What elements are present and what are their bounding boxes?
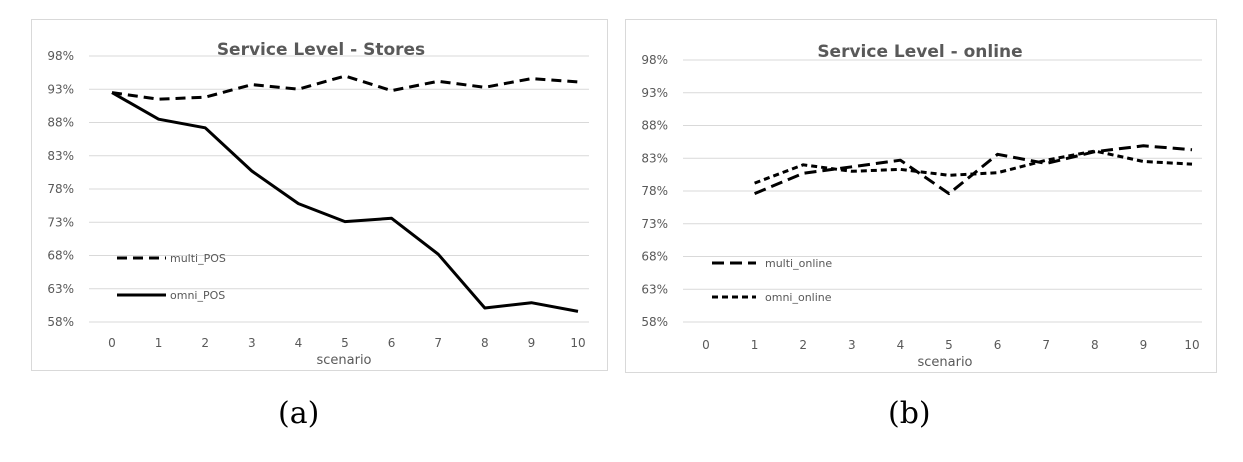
series-line-omni_online [754,149,1193,185]
x-tick-label: 6 [388,336,396,350]
y-tick-label: 58% [641,315,668,329]
y-tick-label: 83% [47,149,74,163]
x-axis-label: scenario [917,355,972,370]
y-tick-label: 93% [641,86,668,100]
series-line-multi_online [754,144,1193,196]
y-tick-label: 58% [47,315,74,329]
y-tick-label: 63% [47,282,74,296]
x-tick-label: 8 [1091,338,1099,352]
x-tick-label: 6 [994,338,1002,352]
x-tick-label: 3 [848,338,856,352]
y-tick-label: 63% [641,282,668,296]
chart-panel-online: Service Level - online 58% 63% 68% 73% 78% 83… [625,19,1217,373]
x-tick-label: 5 [945,338,953,352]
y-tick-label: 93% [47,82,74,96]
x-tick-label: 10 [570,336,585,350]
y-tick-label: 68% [47,249,74,263]
series-line-multi_POS [111,74,579,101]
series-line-omni_POS [111,91,579,313]
x-tick-label: 2 [799,338,807,352]
caption-a: (a) [278,396,320,431]
y-tick-label: 73% [47,215,74,229]
x-tick-label: 4 [295,336,303,350]
y-tick-label: 98% [47,49,74,63]
chart-title: Service Level - Stores [217,40,425,60]
y-tick-label: 73% [641,217,668,231]
x-tick-label: 8 [481,336,489,350]
legend-label: omni_POS [170,289,225,302]
y-tick-label: 83% [641,151,668,165]
legend-label: multi_online [765,257,832,270]
x-tick-label: 7 [1042,338,1050,352]
x-tick-label: 1 [751,338,759,352]
x-tick-label: 9 [528,336,536,350]
caption-b: (b) [888,396,931,431]
y-tick-label: 88% [641,119,668,133]
x-axis-label: scenario [316,353,371,368]
x-tick-label: 1 [155,336,163,350]
y-tick-label: 88% [47,116,74,130]
y-tick-label: 68% [641,250,668,264]
legend-label: multi_POS [170,252,226,265]
y-tick-label: 78% [47,182,74,196]
chart-title: Service Level - online [817,42,1022,62]
x-tick-label: 2 [201,336,209,350]
chart-svg-online: Service Level - online 58%63%68%73%78%83… [641,42,1202,370]
x-tick-label: 0 [108,336,116,350]
y-tick-label: 98% [641,53,668,67]
x-tick-label: 4 [897,338,905,352]
x-tick-label: 5 [341,336,349,350]
x-tick-label: 3 [248,336,256,350]
x-tick-label: 0 [702,338,710,352]
chart-svg-stores: Service Level - Stores 58%63%68%73%78%83… [47,40,589,368]
chart-panel-stores: Service Level - Stores 58% 63% 68% 73% 78% 83… [31,19,608,371]
x-tick-label: 7 [434,336,442,350]
legend-label: omni_online [765,291,832,304]
y-tick-label: 78% [641,184,668,198]
x-tick-label: 9 [1140,338,1148,352]
x-tick-label: 10 [1184,338,1199,352]
